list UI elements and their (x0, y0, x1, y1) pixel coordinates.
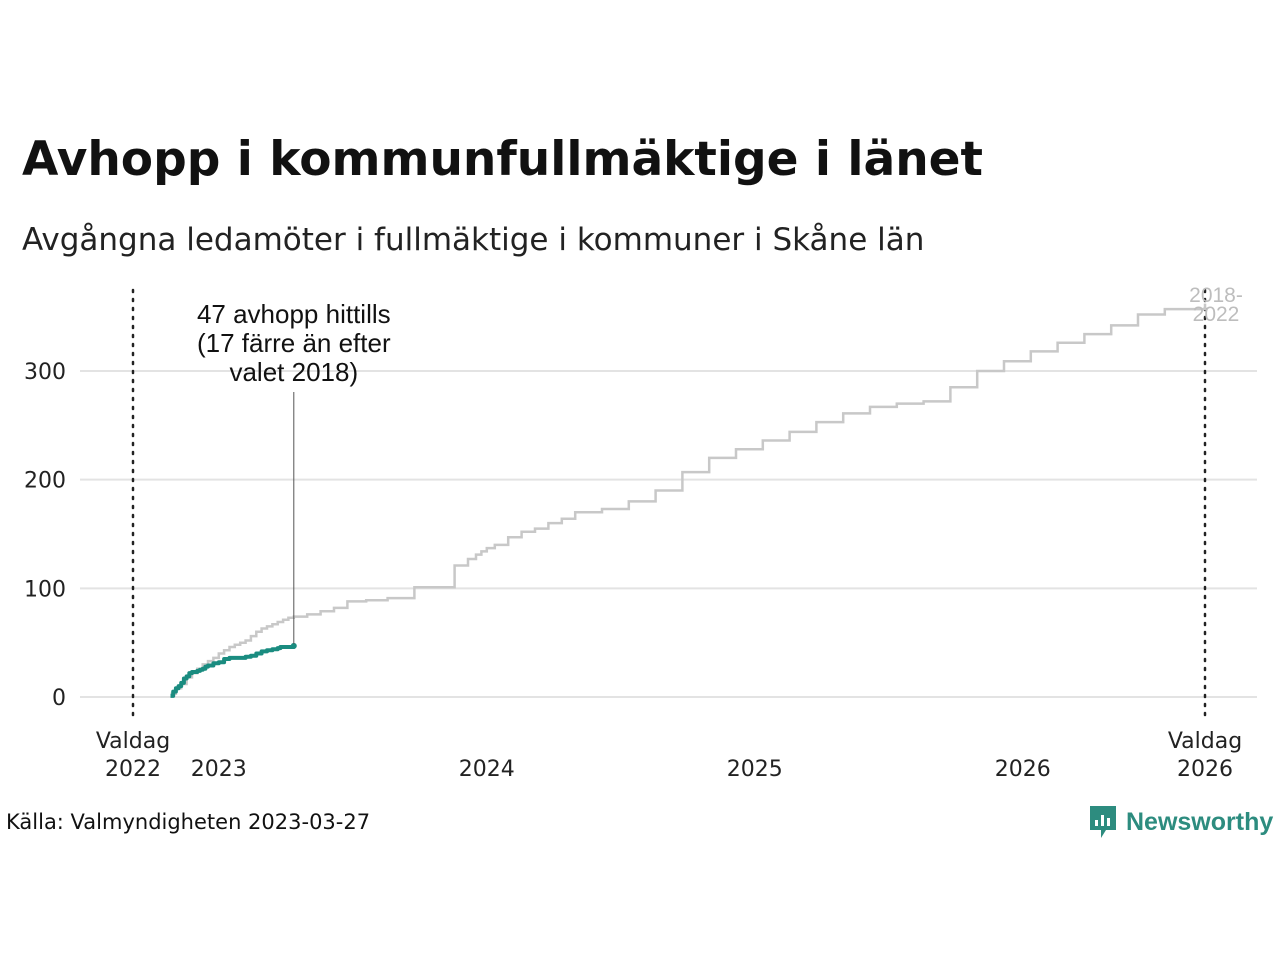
series-line-current (170, 645, 296, 698)
x-tick-label: 2025 (727, 757, 783, 782)
line-chart: 0 100 200 300 Valdag 2022 2023 2024 2025 2026 Vald… (24, 284, 1257, 782)
x-tick-label: 2022 (105, 757, 161, 782)
y-tick-label: 200 (24, 469, 66, 494)
annotation-text: (17 färre än efter (197, 328, 391, 358)
brand-name: Newsworthy (1126, 807, 1274, 836)
newsworthy-logo-icon (1090, 806, 1116, 838)
reference-series-label: 2022 (1193, 303, 1240, 326)
current-endpoint (290, 642, 297, 649)
chart-title: Avhopp i kommunfullmäktige i länet (22, 132, 983, 187)
source-note: Källa: Valmyndigheten 2023-03-27 (6, 810, 371, 834)
x-tick-label: Valdag (96, 729, 170, 754)
x-tick-label: 2023 (191, 757, 247, 782)
annotation-text: valet 2018) (229, 357, 358, 387)
x-tick-label: 2026 (1177, 757, 1233, 782)
y-tick-label: 0 (52, 686, 66, 711)
x-tick-label: Valdag (1168, 729, 1242, 754)
newsworthy-logo: Newsworthy (1088, 804, 1273, 840)
chart-subtitle: Avgångna ledamöter i fullmäktige i kommu… (22, 222, 925, 258)
y-tick-label: 100 (24, 577, 66, 602)
reference-series-label: 2018- (1189, 284, 1243, 307)
y-tick-label: 300 (24, 360, 66, 385)
annotation-text: 47 avhopp hittills (197, 299, 391, 329)
series-line-2018-2022 (170, 303, 1207, 695)
x-tick-label: 2024 (459, 757, 515, 782)
x-tick-label: 2026 (995, 757, 1051, 782)
